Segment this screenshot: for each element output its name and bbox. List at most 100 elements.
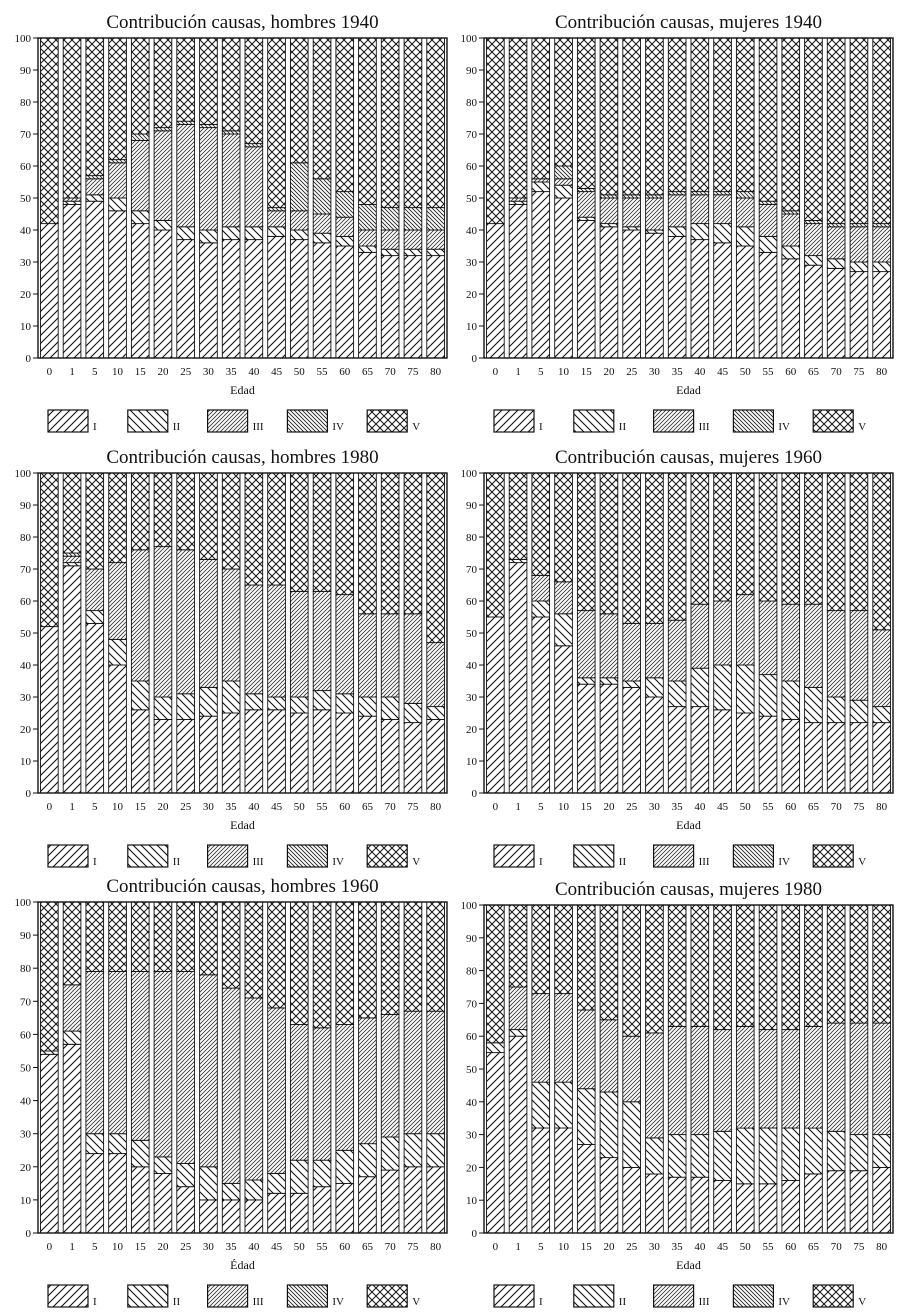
bar-segment-iii-age-10 — [554, 581, 573, 615]
bar-segment-ii-age-50 — [735, 1127, 755, 1185]
bar-segment-ii-age-35 — [221, 226, 241, 241]
y-tick-label: 50 — [20, 1063, 32, 1075]
bar-segment-iii-age-1 — [62, 197, 82, 202]
bar-segment-i-age-80 — [872, 271, 891, 359]
bar-segment-iii-age-55 — [312, 1027, 332, 1161]
bar-segment-i-age-40 — [690, 706, 710, 794]
bar-segment-iii-age-35 — [221, 133, 241, 228]
bar-segment-i-age-35 — [221, 712, 241, 794]
y-tick-label: 20 — [466, 724, 478, 736]
bar-segment-iii-age-15 — [130, 139, 150, 212]
bar-segment-v-age-55 — [758, 904, 778, 1031]
x-tick-label: 70 — [831, 366, 843, 378]
legend-label-iii: III — [253, 856, 264, 868]
y-tick-label: 80 — [466, 532, 478, 544]
bar-segment-ii-age-40 — [690, 223, 710, 241]
bar-segment-iii-age-75 — [849, 1022, 869, 1136]
bar-segment-i-age-15 — [130, 709, 150, 794]
bar-segment-ii-age-35 — [667, 1134, 687, 1178]
x-tick-label: 30 — [649, 366, 661, 378]
legend-swatch-v — [366, 409, 408, 433]
x-tick-label: 65 — [362, 801, 374, 813]
bar-segment-iv-age-55 — [312, 178, 332, 215]
legend-swatch-ii — [573, 1284, 615, 1308]
x-axis-label: Edad — [676, 383, 701, 397]
bar-segment-i-age-70 — [380, 718, 400, 794]
bar-segment-ii-age-35 — [221, 1182, 241, 1201]
bar-segment-ii-age-75 — [403, 248, 423, 257]
bar-segment-i-age-55 — [312, 1186, 332, 1234]
bar-segment-i-age-50 — [289, 1192, 309, 1234]
legend-swatch-i — [493, 844, 535, 868]
bar-segment-v-age-0 — [40, 901, 59, 1052]
y-tick-label: 70 — [20, 996, 32, 1008]
x-tick-label: 55 — [763, 366, 775, 378]
bar-segment-ii-age-5 — [85, 610, 105, 624]
x-tick-label: 50 — [294, 1241, 306, 1253]
bar-segment-i-age-5 — [85, 200, 105, 359]
bar-segment-v-age-50 — [289, 37, 309, 164]
bar-segment-i-age-75 — [403, 1166, 423, 1234]
bar-segment-v-age-25 — [622, 472, 641, 624]
bar-segment-iii-age-75 — [849, 226, 869, 263]
bar-segment-iii-age-40 — [244, 584, 264, 695]
bar-segment-i-age-15 — [130, 1166, 150, 1234]
x-tick-label: 55 — [763, 1241, 775, 1253]
bar-segment-ii-age-25 — [622, 680, 641, 688]
y-tick-label: 70 — [466, 564, 478, 576]
bar-segment-i-age-5 — [85, 1153, 105, 1234]
bar-segment-i-age-45 — [267, 1192, 286, 1234]
bar-segment-v-age-55 — [312, 37, 332, 180]
bar-segment-ii-age-1 — [62, 1030, 82, 1045]
bar-segment-v-age-75 — [849, 904, 869, 1024]
bar-segment-v-age-10 — [108, 472, 127, 564]
legend-swatch-iii — [207, 409, 249, 433]
bar-segment-ii-age-20 — [153, 219, 173, 231]
legend-label-i: I — [93, 1296, 97, 1308]
y-tick-label: 100 — [461, 33, 478, 45]
bar-segment-iv-age-35 — [667, 191, 687, 196]
bar-segment-ii-age-60 — [781, 245, 801, 260]
x-tick-label: 5 — [92, 1241, 98, 1253]
bar-segment-ii-age-70 — [826, 1130, 846, 1172]
y-tick-label: 90 — [466, 933, 478, 945]
bar-segment-i-age-20 — [153, 229, 173, 359]
bar-segment-ii-age-5 — [85, 194, 105, 202]
legend-swatch-i — [47, 409, 89, 433]
plot-frame — [37, 901, 448, 1234]
y-tick-label: 70 — [20, 129, 32, 141]
bar-segment-iii-age-80 — [872, 226, 891, 263]
bar-segment-iii-age-5 — [85, 971, 105, 1135]
bar-segment-v-age-5 — [85, 472, 105, 570]
x-tick-label: 55 — [763, 801, 775, 813]
bar-segment-ii-age-0 — [40, 1050, 59, 1055]
y-tick-label: 100 — [15, 897, 32, 909]
bar-segment-iii-age-50 — [289, 590, 309, 698]
bar-segment-v-age-5 — [531, 472, 551, 576]
bar-segment-iii-age-10 — [108, 562, 127, 640]
bar-segment-v-age-5 — [531, 37, 551, 180]
bar-segment-i-age-30 — [199, 1199, 218, 1234]
bar-segment-iii-age-10 — [108, 162, 127, 199]
legend-label-i: I — [93, 421, 97, 433]
x-tick-label: 15 — [581, 801, 593, 813]
bar-segment-i-age-0 — [486, 223, 505, 359]
bar-segment-i-age-75 — [403, 722, 423, 794]
bar-segment-v-age-0 — [486, 904, 505, 1044]
x-tick-label: 40 — [248, 1241, 260, 1253]
bar-segment-ii-age-30 — [199, 686, 218, 717]
bar-segment-i-age-80 — [426, 718, 445, 794]
bar-segment-iii-age-40 — [690, 194, 710, 225]
bar-segment-ii-age-80 — [872, 261, 891, 273]
bar-segment-iii-age-75 — [849, 610, 869, 701]
y-tick-label: 50 — [466, 628, 478, 640]
bar-segment-iii-age-65 — [358, 613, 377, 698]
bar-segment-ii-age-80 — [426, 706, 445, 720]
bar-segment-iii-age-70 — [826, 610, 846, 698]
bar-segment-ii-age-10 — [554, 613, 573, 647]
legend-label-iv: IV — [332, 856, 344, 868]
x-tick-label: 60 — [339, 366, 351, 378]
bar-segment-v-age-75 — [849, 472, 869, 612]
bar-segment-i-age-80 — [426, 1166, 445, 1234]
